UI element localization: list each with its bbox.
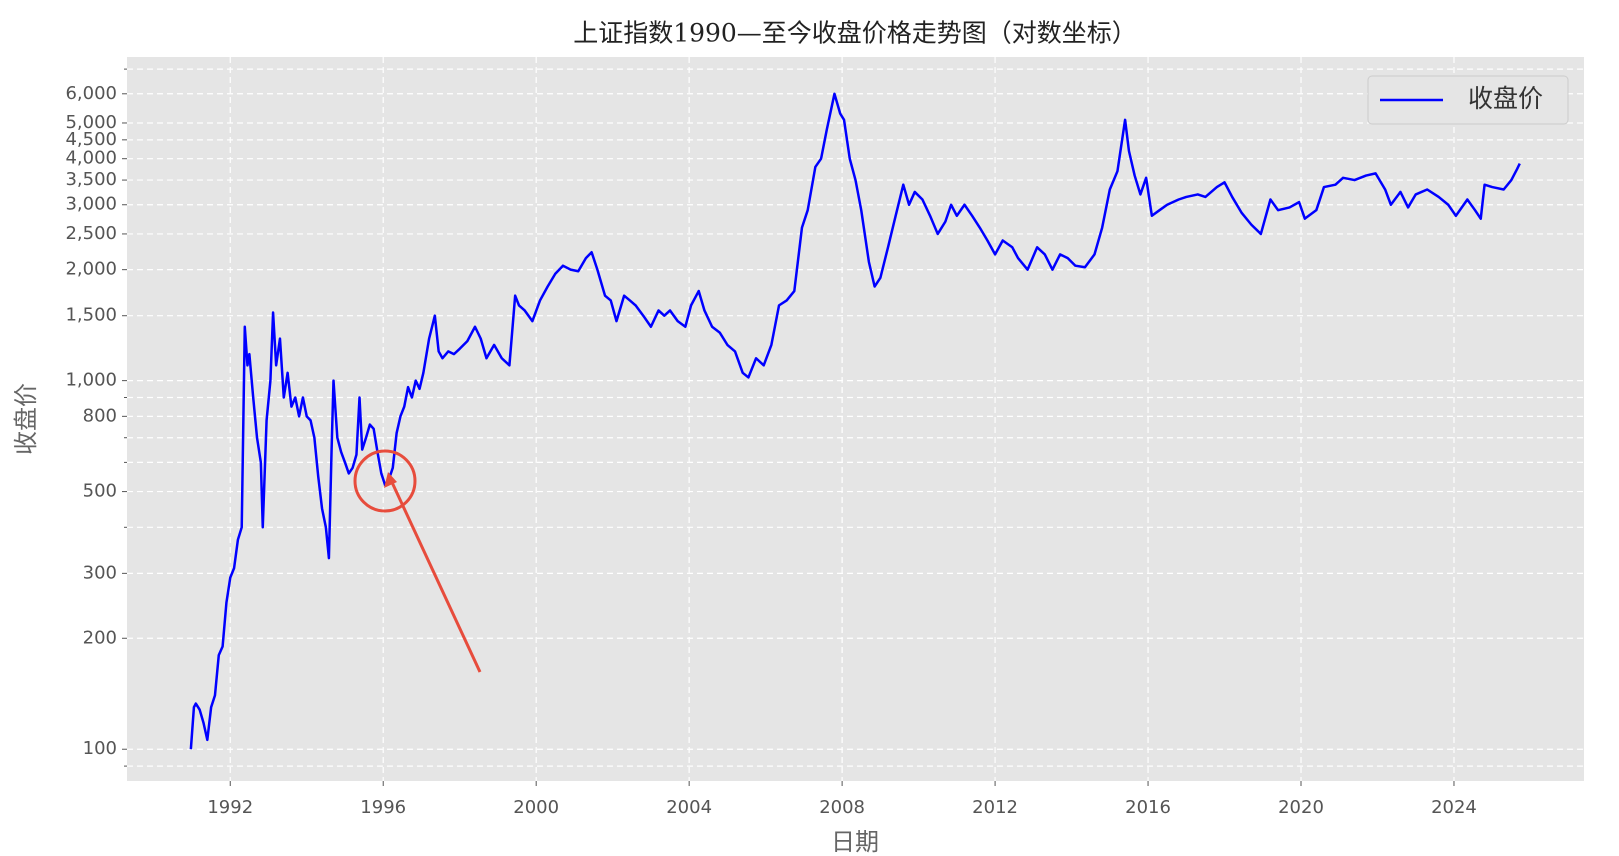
y-axis-label: 收盘价	[12, 383, 40, 455]
price-line	[189, 92, 1521, 750]
y-tick-label: 1,000	[65, 370, 117, 391]
chart-title: 上证指数1990—至今收盘价格走势图（对数坐标）	[573, 19, 1137, 48]
marks	[189, 92, 1521, 750]
x-tick-label: 1996	[360, 797, 406, 818]
x-tick-label: 2024	[1431, 797, 1477, 818]
y-tick-label: 200	[83, 627, 117, 648]
x-tick-label: 2004	[666, 797, 712, 818]
annotation-arrow	[388, 477, 482, 673]
y-tick-label: 6,000	[65, 83, 117, 104]
x-tick-label: 1992	[207, 797, 253, 818]
x-axis-label: 日期	[831, 828, 879, 856]
y-tick-label: 100	[83, 738, 117, 759]
y-tick-label: 500	[83, 481, 117, 502]
y-tick-label: 2,500	[65, 223, 117, 244]
y-tick-label: 3,500	[65, 169, 117, 190]
x-tick-label: 2020	[1278, 797, 1324, 818]
legend: 收盘价	[1367, 75, 1569, 125]
x-tick-label: 2008	[819, 797, 865, 818]
legend-label: 收盘价	[1468, 84, 1543, 113]
y-tick-label: 1,500	[65, 305, 117, 326]
x-tick-label: 2000	[513, 797, 559, 818]
y-tick-label: 3,000	[65, 194, 117, 215]
x-tick-label: 2012	[972, 797, 1018, 818]
annotation-arrowhead	[384, 472, 397, 488]
y-tick-label: 5,000	[65, 112, 117, 133]
y-tick-label: 800	[83, 405, 117, 426]
y-tick-label: 4,500	[65, 129, 117, 150]
grid	[122, 57, 1584, 786]
plot-area	[127, 57, 1584, 781]
y-tick-label: 2,000	[65, 259, 117, 280]
x-tick-label: 2016	[1125, 797, 1171, 818]
y-tick-label: 4,000	[65, 148, 117, 169]
legend-box	[1367, 75, 1569, 125]
y-tick-label: 300	[83, 562, 117, 583]
annotation-circle	[353, 449, 417, 513]
